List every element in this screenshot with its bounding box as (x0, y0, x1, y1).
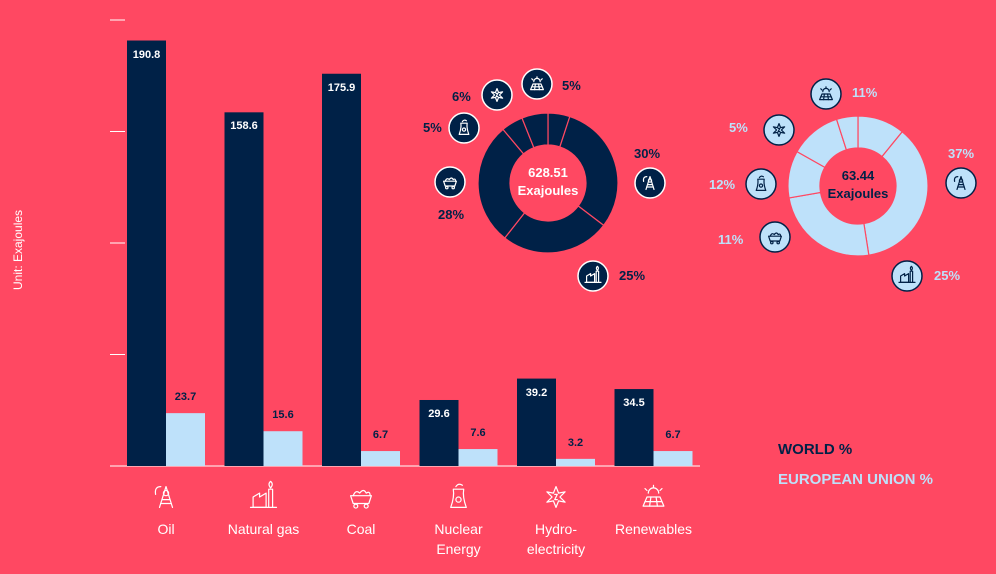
bar-value-eu: 15.6 (272, 409, 294, 422)
category-label: Oil (111, 519, 221, 539)
category-label: Renewables (599, 519, 709, 539)
donut-world-center: 628.51 Exajoules (488, 164, 608, 200)
donut-total-unit: Exajoules (517, 183, 579, 198)
donut-slice-hydro-electricity (521, 112, 549, 149)
bar-value-world: 175.9 (327, 81, 356, 94)
category-label: Coal (306, 519, 416, 539)
nuclear-icon (745, 168, 777, 200)
donut-percent-label: 5% (423, 120, 442, 135)
donut-slice-oil (863, 130, 929, 256)
oil-icon (634, 167, 666, 199)
donut-eu (787, 115, 929, 257)
bar-group (517, 378, 595, 466)
nuclear-icon (448, 112, 480, 144)
bar-group (224, 112, 303, 467)
bar-value-eu: 6.7 (372, 429, 389, 442)
donut-percent-label: 11% (852, 85, 878, 100)
bar-eu (458, 449, 498, 466)
natural-gas-icon (891, 260, 923, 292)
nuclear-icon (450, 483, 467, 508)
donut-total-unit: Exajoules (827, 186, 889, 201)
bar-eu (166, 413, 205, 466)
donut-percent-label: 37% (948, 146, 975, 161)
y-axis-title: Unit: Exajoules (11, 209, 25, 290)
bar-eu (263, 431, 303, 466)
bar-value-world: 158.6 (230, 120, 258, 133)
y-axis (110, 19, 125, 467)
coal-icon (350, 489, 372, 509)
donut-percent-label: 30% (634, 146, 661, 161)
hydro-icon (546, 486, 566, 508)
donut-percent-label: 12% (709, 177, 736, 192)
bar-value-eu: 3.2 (567, 436, 584, 449)
donut-total-value: 63.44 (841, 168, 875, 183)
donut-slice-hydro-electricity (835, 115, 859, 151)
bar-group (322, 73, 400, 467)
category-label-line: Coal (346, 521, 376, 537)
hydro-icon (481, 79, 513, 111)
category-label-line: Oil (157, 521, 175, 537)
donut-percent-label: 25% (619, 268, 646, 283)
bar-value-eu: 7.6 (470, 427, 486, 440)
natural-gas-icon (249, 480, 278, 508)
solar-icon (642, 484, 665, 507)
bar-eu (361, 451, 400, 466)
oil-icon (154, 486, 174, 508)
donut-eu-center: 63.44 Exajoules (798, 167, 918, 203)
donut-world (477, 112, 619, 254)
bar-world (517, 378, 556, 466)
category-label-line: Hydro- (534, 521, 577, 537)
category-label-line: electricity (526, 541, 586, 557)
bar-value-world: 190.8 (132, 48, 161, 61)
bar-group (127, 40, 205, 467)
bar-eu (653, 451, 693, 466)
bar-value-eu: 6.7 (665, 429, 681, 442)
oil-icon (945, 167, 977, 199)
coal-icon (759, 221, 791, 253)
bar-eu (556, 458, 595, 466)
donut-percent-label: 6% (452, 89, 471, 104)
bar-value-world: 29.6 (428, 407, 450, 420)
solar-icon (810, 78, 842, 110)
donut-percent-label: 25% (934, 268, 961, 283)
bar-world (224, 112, 264, 467)
bar-value-eu: 23.7 (174, 391, 197, 404)
bar-world (322, 73, 361, 467)
category-label-line: Natural gas (227, 521, 300, 537)
solar-icon (521, 68, 553, 100)
category-label-line: Renewables (614, 521, 693, 537)
donut-percent-label: 5% (729, 120, 748, 135)
category-label: Natural gas (209, 519, 319, 539)
bar-value-world: 39.2 (525, 386, 548, 399)
coal-icon (434, 166, 466, 198)
bar-world (127, 40, 166, 467)
donut-percent-label: 5% (562, 78, 581, 93)
natural-gas-icon (577, 260, 609, 292)
bar-group (419, 399, 498, 466)
bar-world (419, 399, 459, 466)
donut-slice-oil (559, 115, 619, 227)
category-label-line: Energy (436, 541, 481, 557)
donut-total-value: 628.51 (528, 165, 568, 180)
category-label: Nuclear Energy (404, 519, 514, 559)
bar-group (614, 389, 693, 466)
donut-percent-label: 11% (718, 232, 744, 247)
donut-percent-label: 28% (438, 207, 465, 222)
bar-value-world: 34.5 (623, 397, 645, 410)
category-label: Hydro-electricity (501, 519, 611, 559)
hydro-icon (763, 114, 795, 146)
bar-world (614, 389, 654, 466)
category-label-line: Nuclear (434, 521, 483, 537)
legend-eu: EUROPEAN UNION % (778, 471, 934, 488)
legend-world: WORLD % (778, 441, 853, 458)
